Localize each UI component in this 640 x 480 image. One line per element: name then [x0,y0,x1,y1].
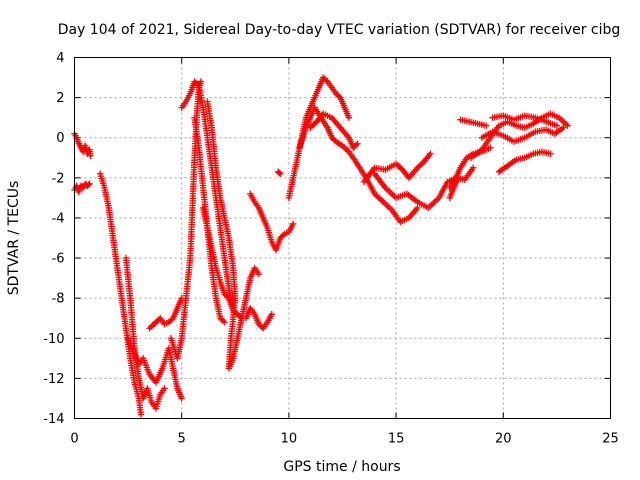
series-pass-23 [467,110,571,161]
series-pass-16 [296,104,421,226]
data-point [482,122,490,129]
data-point [277,170,284,178]
series-pass-26 [495,148,554,176]
data-point [155,316,163,323]
y-tick-label: -2 [52,171,65,186]
axis-ticks [74,57,611,419]
data-point [335,93,343,100]
y-tick-label: -14 [43,412,64,427]
grid-lines [74,57,611,419]
data-point [427,150,434,157]
data-point [276,169,283,177]
series-pass-8 [178,78,237,312]
data-point [547,150,554,157]
data-point [85,181,92,189]
data-point [178,395,185,402]
x-tick-label: 20 [495,432,512,447]
data-point [255,270,263,278]
data-point [258,323,265,331]
x-tick-label: 0 [70,432,78,447]
data-point [322,77,330,84]
data-point [553,122,561,129]
data-point [470,164,477,172]
data-point [414,204,421,212]
plot-frame [74,57,611,419]
data-point [87,152,94,159]
data-point [354,140,361,147]
x-axis-label: GPS time / hours [283,459,400,475]
data-point [564,122,571,129]
series-pass-22 [457,116,490,129]
y-tick-label: -4 [52,211,65,226]
data-point [268,311,275,318]
data-point [161,385,168,392]
x-tick-labels: 0 5 10 15 20 25 [70,432,618,447]
series-pass-6 [146,294,185,332]
x-tick-label: 15 [388,432,405,447]
y-tick-label: -6 [52,252,65,267]
data-point [137,411,145,418]
data-point [224,293,231,301]
data-point [219,317,227,325]
data-point [221,319,228,326]
series-pass-24 [478,124,567,145]
y-tick-label: -10 [43,332,64,347]
series-pass-17 [307,110,361,151]
y-tick-labels: 4 2 0 -2 -4 -6 -8 -10 -12 -14 [43,51,64,427]
series-pass-25 [489,112,561,129]
chart-title: Day 104 of 2021, Sidereal Day-to-day VTE… [58,22,621,38]
data-point [168,316,175,323]
data-point [237,313,244,321]
x-tick-label: 10 [281,432,298,447]
data-point [487,144,494,151]
series-pass-18 [360,150,434,186]
series-pass-5 [124,335,185,402]
data-point [352,141,360,149]
series-pass-1 [71,130,94,159]
data-point [86,180,93,188]
data-point [560,124,567,131]
series-pass-3 [97,170,145,418]
series-pass-11 [199,204,245,322]
y-tick-label: 2 [56,91,64,106]
series-pass-21 [446,174,462,202]
y-axis-label: SDTVAR / TECUs [6,181,22,296]
y-tick-label: -12 [43,372,64,387]
series-pass-13 [247,190,297,254]
series-pass-12 [242,304,275,332]
data-points [71,74,571,418]
data-point [455,174,462,182]
y-tick-label: 0 [56,131,64,146]
series-pass-10 [204,98,263,372]
data-point [194,81,201,88]
data-point [289,220,297,228]
data-point [197,78,205,85]
y-tick-label: 4 [56,51,64,66]
series-pass-14 [274,168,284,178]
x-tick-label: 25 [602,432,619,447]
x-tick-label: 5 [178,432,186,447]
data-point [279,232,287,239]
data-point [345,114,353,121]
y-tick-label: -8 [52,292,65,307]
